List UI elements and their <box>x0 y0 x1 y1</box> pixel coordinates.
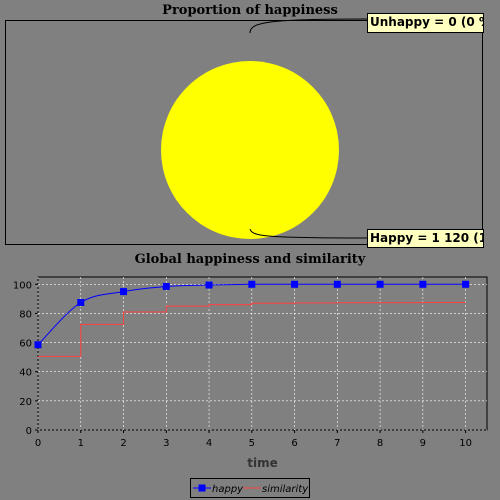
data-point-happy <box>77 299 85 306</box>
pie-label-unhappy: Unhappy = 0 (0 %) <box>367 13 484 33</box>
pie-leader-unhappy <box>249 18 368 34</box>
data-point-happy <box>205 281 213 289</box>
x-tick-label: 7 <box>334 438 340 449</box>
x-tick-label: 3 <box>163 438 169 449</box>
x-axis-title: time <box>247 456 278 470</box>
x-tick-label: 4 <box>206 438 212 449</box>
x-tick-label: 5 <box>249 438 255 449</box>
data-point-happy <box>462 280 470 288</box>
y-tick-label: 40 <box>19 368 32 379</box>
legend-label-similarity: similarity <box>262 484 309 495</box>
y-tick-label: 80 <box>19 309 32 320</box>
y-tick-label: 20 <box>19 397 32 408</box>
data-point-happy <box>291 280 299 288</box>
x-tick-label: 0 <box>35 438 41 449</box>
y-tick-label: 100 <box>13 280 32 291</box>
legend-label-happy: happy <box>212 484 244 495</box>
data-point-happy <box>419 280 427 288</box>
x-tick-label: 8 <box>377 438 383 449</box>
pie-slice-happy <box>161 61 339 239</box>
data-point-happy <box>376 280 384 288</box>
series-line-similarity <box>38 302 466 357</box>
data-point-happy <box>120 288 128 296</box>
x-tick-label: 6 <box>291 438 297 449</box>
data-point-happy <box>333 280 341 288</box>
x-tick-label: 2 <box>120 438 126 449</box>
data-point-happy <box>34 341 42 349</box>
y-tick-label: 0 <box>26 426 32 437</box>
data-point-happy <box>248 280 256 288</box>
y-tick-label: 60 <box>19 339 32 350</box>
pie-label-happy: Happy = 1 120 (100 %) <box>367 229 484 248</box>
x-tick-label: 1 <box>78 438 84 449</box>
x-tick-label: 9 <box>420 438 426 449</box>
line-plot-area <box>37 276 488 431</box>
pie-chart-title: Proportion of happiness <box>162 3 338 18</box>
x-tick-label: 10 <box>459 438 472 449</box>
pie-plot-border <box>5 20 483 245</box>
line-chart-title: Global happiness and similarity <box>134 252 366 267</box>
pie-leader-happy <box>249 228 368 239</box>
legend-marker-happy <box>198 484 206 492</box>
data-point-happy <box>162 282 170 290</box>
